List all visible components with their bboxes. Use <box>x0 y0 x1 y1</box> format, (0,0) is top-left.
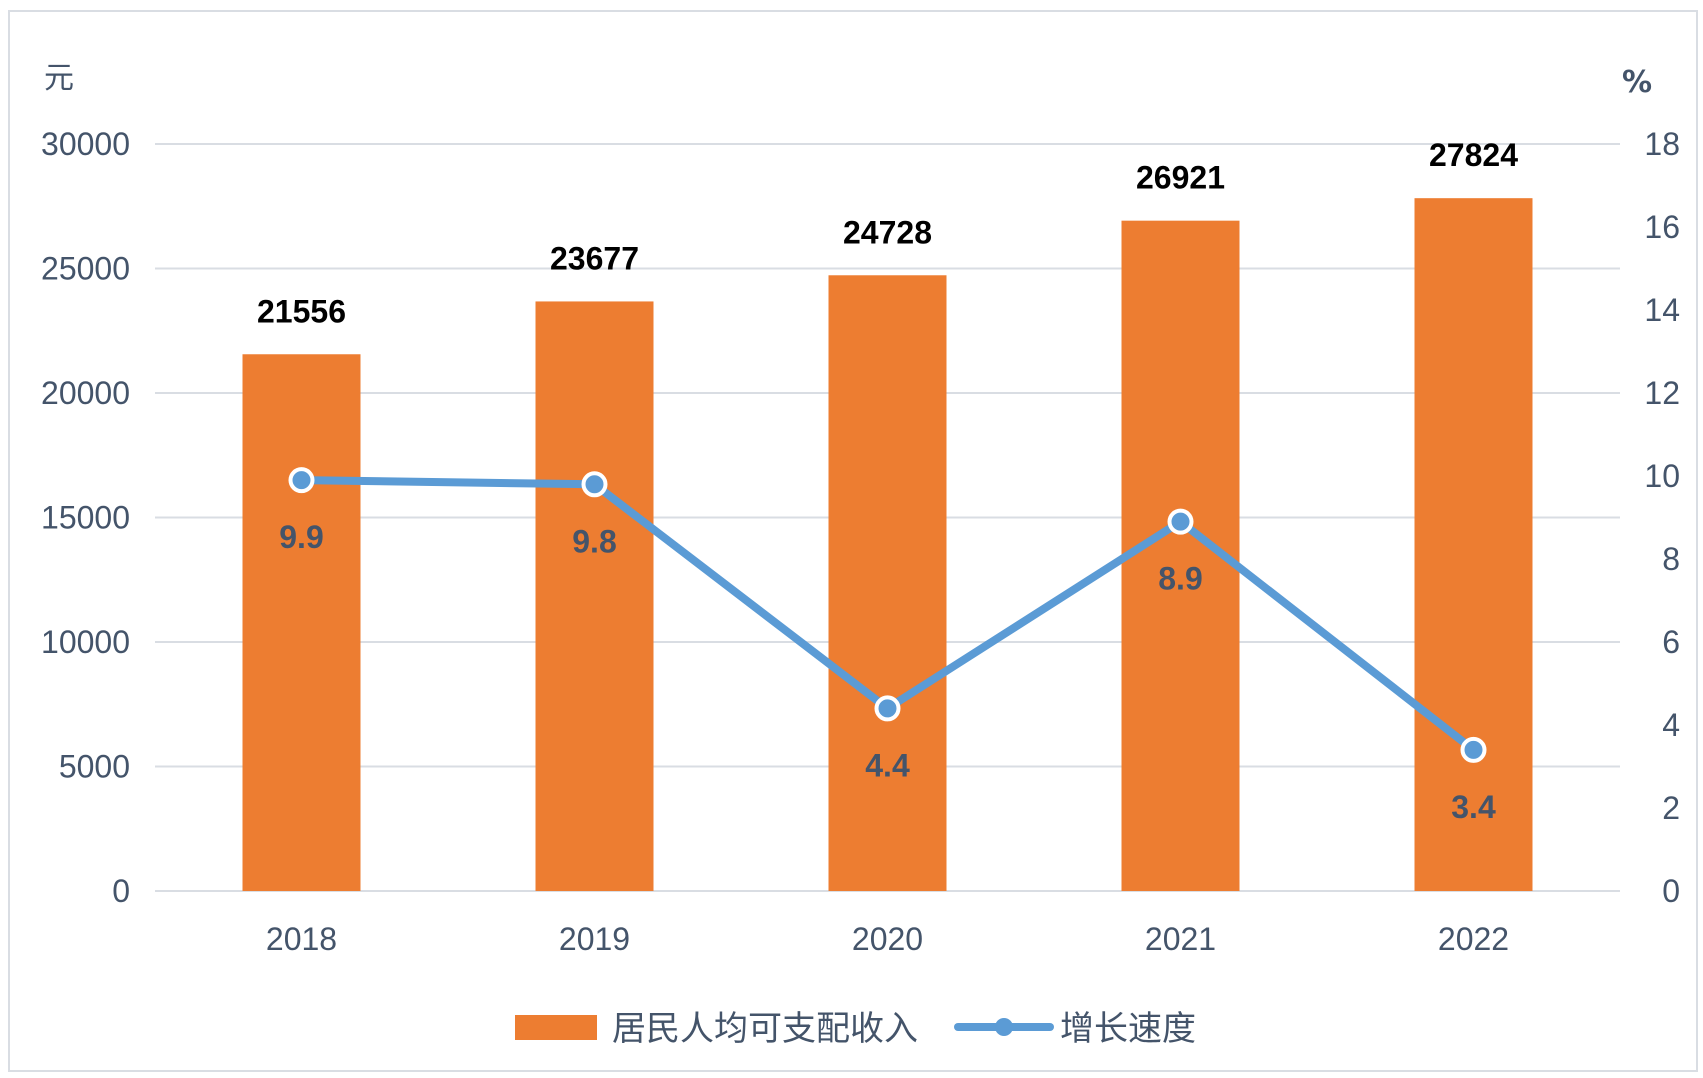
bar-value-label: 23677 <box>550 240 639 276</box>
bar <box>828 275 947 891</box>
left-tick-label: 20000 <box>41 375 130 411</box>
x-tick-label: 2019 <box>559 921 630 957</box>
growth-value-label: 3.4 <box>1451 789 1496 825</box>
right-tick-label: 16 <box>1644 209 1680 245</box>
bar-value-label: 26921 <box>1136 160 1225 196</box>
x-tick-label: 2021 <box>1145 921 1216 957</box>
right-tick-label: 4 <box>1662 707 1680 743</box>
x-tick-label: 2020 <box>852 921 923 957</box>
legend-line-marker <box>995 1018 1013 1036</box>
growth-value-label: 4.4 <box>865 747 910 783</box>
x-tick-label: 2018 <box>266 921 337 957</box>
left-tick-label: 10000 <box>41 624 130 660</box>
right-tick-label: 8 <box>1662 541 1680 577</box>
growth-line <box>288 467 1487 763</box>
x-tick-label: 2022 <box>1438 921 1509 957</box>
left-tick-label: 0 <box>112 873 130 909</box>
bar-value-label: 21556 <box>257 293 346 329</box>
growth-value-label: 8.9 <box>1158 561 1202 597</box>
growth-point <box>1460 736 1487 763</box>
legend-bar-label: 居民人均可支配收入 <box>612 1009 918 1049</box>
growth-point <box>581 471 608 498</box>
right-tick-label: 12 <box>1644 375 1680 411</box>
bars <box>242 198 1533 892</box>
growth-point <box>874 695 901 722</box>
left-tick-label: 15000 <box>41 500 130 536</box>
right-tick-label: 6 <box>1662 624 1680 660</box>
left-tick-label: 30000 <box>41 126 130 162</box>
right-tick-label: 2 <box>1662 790 1680 826</box>
bar-value-label: 27824 <box>1429 137 1518 173</box>
right-tick-label: 0 <box>1662 873 1680 909</box>
left-tick-label: 5000 <box>59 749 130 785</box>
legend-line-label: 增长速度 <box>1060 1009 1196 1049</box>
bar <box>1414 198 1533 892</box>
axes: 0 5000 10000 15000 20000 25000 30000 0 2 4 6 8 10 12 1… <box>41 61 1680 957</box>
left-tick-label: 25000 <box>41 251 130 287</box>
growth-value-label: 9.8 <box>572 523 616 559</box>
bar <box>535 301 654 891</box>
legend: 居民人均可支配收入 增长速度 <box>515 1009 1196 1049</box>
bar <box>242 354 361 891</box>
legend-bar-swatch <box>515 1015 597 1040</box>
right-tick-label: 14 <box>1644 292 1680 328</box>
right-axis-unit: % <box>1622 65 1652 100</box>
right-tick-label: 18 <box>1644 126 1680 162</box>
data-labels: 21556 23677 24728 26921 27824 9.9 9.8 4.4 8.9 3.4 <box>257 137 1518 825</box>
growth-value-label: 9.9 <box>279 519 323 555</box>
bar-value-label: 24728 <box>843 214 932 250</box>
right-tick-label: 10 <box>1644 458 1680 494</box>
left-axis-unit: 元 <box>44 61 74 96</box>
growth-point <box>288 467 315 494</box>
growth-point <box>1167 508 1194 535</box>
